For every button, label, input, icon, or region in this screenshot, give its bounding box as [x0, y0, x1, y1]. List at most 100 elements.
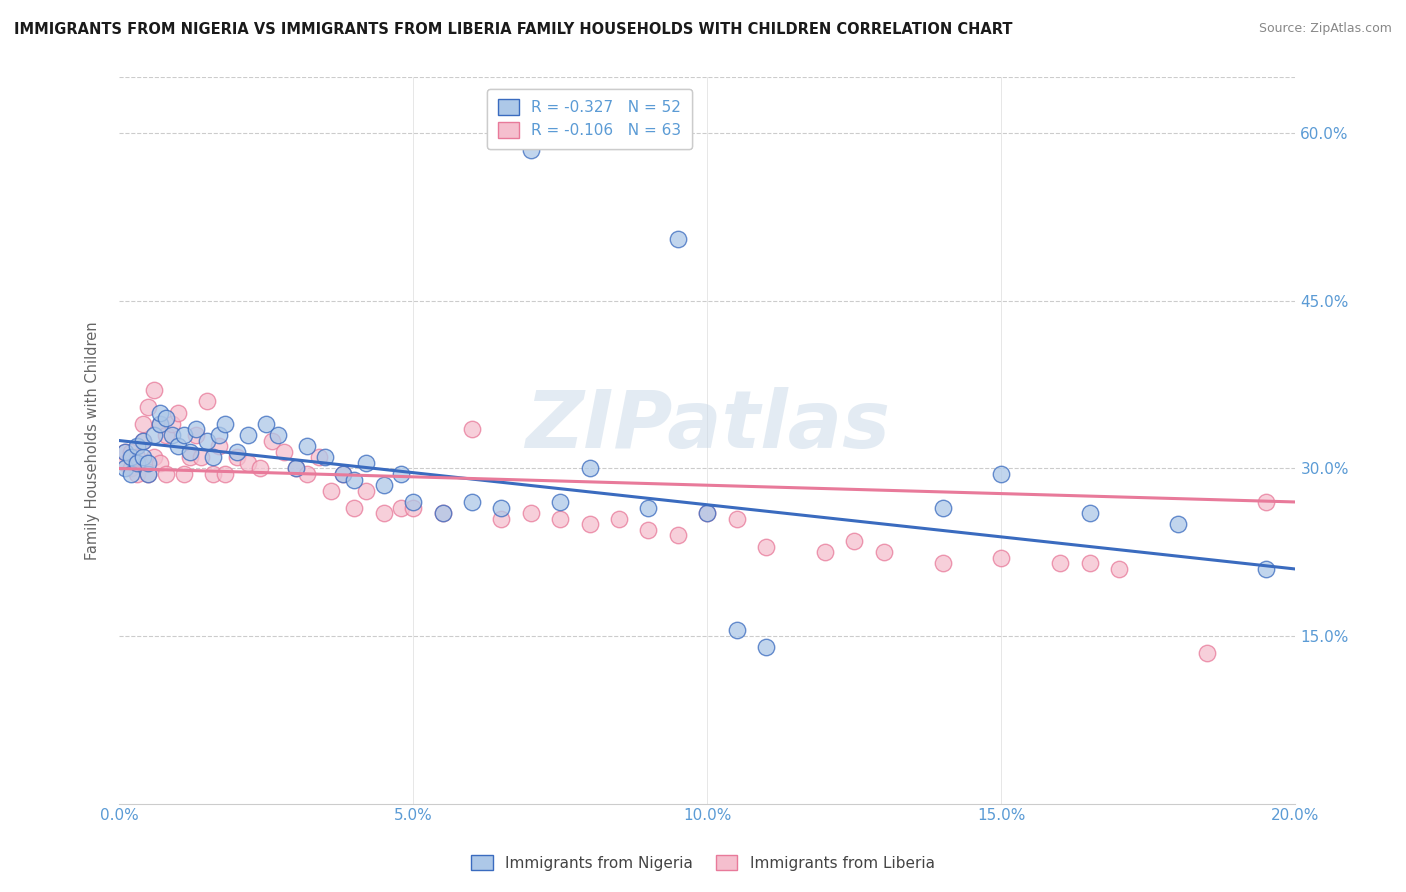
- Point: [1254, 495, 1277, 509]
- Point: [725, 624, 748, 638]
- Point: [389, 500, 412, 515]
- Point: [696, 506, 718, 520]
- Point: [149, 456, 172, 470]
- Point: [125, 450, 148, 465]
- Point: [273, 444, 295, 458]
- Point: [260, 434, 283, 448]
- Point: [461, 422, 484, 436]
- Point: [343, 473, 366, 487]
- Point: [131, 434, 153, 448]
- Point: [138, 456, 160, 470]
- Text: Source: ZipAtlas.com: Source: ZipAtlas.com: [1258, 22, 1392, 36]
- Legend: Immigrants from Nigeria, Immigrants from Liberia: Immigrants from Nigeria, Immigrants from…: [463, 846, 943, 880]
- Point: [120, 444, 142, 458]
- Point: [125, 456, 148, 470]
- Point: [149, 417, 172, 431]
- Point: [238, 456, 260, 470]
- Point: [114, 444, 136, 458]
- Point: [297, 467, 319, 481]
- Point: [184, 428, 207, 442]
- Point: [578, 461, 600, 475]
- Point: [332, 467, 354, 481]
- Point: [696, 506, 718, 520]
- Point: [114, 444, 136, 458]
- Point: [179, 444, 201, 458]
- Point: [143, 384, 166, 398]
- Point: [1197, 646, 1219, 660]
- Point: [548, 495, 571, 509]
- Point: [607, 512, 630, 526]
- Point: [202, 450, 225, 465]
- Point: [354, 483, 377, 498]
- Point: [990, 550, 1012, 565]
- Point: [432, 506, 454, 520]
- Point: [1167, 517, 1189, 532]
- Point: [138, 467, 160, 481]
- Point: [931, 500, 953, 515]
- Point: [755, 640, 778, 655]
- Point: [491, 500, 513, 515]
- Point: [190, 450, 212, 465]
- Point: [520, 506, 543, 520]
- Point: [214, 467, 236, 481]
- Point: [114, 456, 136, 470]
- Point: [214, 417, 236, 431]
- Point: [138, 467, 160, 481]
- Point: [1049, 557, 1071, 571]
- Point: [284, 461, 307, 475]
- Point: [238, 428, 260, 442]
- Point: [155, 411, 177, 425]
- Point: [314, 450, 336, 465]
- Point: [120, 450, 142, 465]
- Point: [208, 439, 231, 453]
- Legend: R = -0.327   N = 52, R = -0.106   N = 63: R = -0.327 N = 52, R = -0.106 N = 63: [486, 88, 692, 149]
- Point: [389, 467, 412, 481]
- Point: [548, 512, 571, 526]
- Point: [114, 461, 136, 475]
- Point: [160, 417, 183, 431]
- Point: [267, 428, 290, 442]
- Point: [167, 406, 190, 420]
- Point: [814, 545, 837, 559]
- Point: [354, 456, 377, 470]
- Point: [461, 495, 484, 509]
- Point: [332, 467, 354, 481]
- Point: [402, 500, 425, 515]
- Point: [666, 232, 689, 246]
- Point: [637, 523, 659, 537]
- Point: [931, 557, 953, 571]
- Point: [637, 500, 659, 515]
- Point: [666, 528, 689, 542]
- Point: [195, 434, 218, 448]
- Point: [195, 394, 218, 409]
- Point: [173, 467, 195, 481]
- Point: [125, 439, 148, 453]
- Point: [1078, 557, 1101, 571]
- Point: [319, 483, 342, 498]
- Point: [520, 143, 543, 157]
- Text: ZIPatlas: ZIPatlas: [524, 387, 890, 465]
- Point: [844, 534, 866, 549]
- Point: [373, 478, 395, 492]
- Point: [432, 506, 454, 520]
- Point: [725, 512, 748, 526]
- Point: [308, 450, 330, 465]
- Y-axis label: Family Households with Children: Family Households with Children: [86, 321, 100, 560]
- Point: [254, 417, 277, 431]
- Point: [125, 467, 148, 481]
- Point: [297, 439, 319, 453]
- Point: [373, 506, 395, 520]
- Point: [1254, 562, 1277, 576]
- Point: [873, 545, 896, 559]
- Point: [149, 417, 172, 431]
- Point: [225, 450, 247, 465]
- Point: [131, 417, 153, 431]
- Point: [755, 540, 778, 554]
- Point: [138, 400, 160, 414]
- Point: [225, 444, 247, 458]
- Point: [179, 450, 201, 465]
- Point: [1108, 562, 1130, 576]
- Point: [343, 500, 366, 515]
- Point: [131, 434, 153, 448]
- Point: [131, 450, 153, 465]
